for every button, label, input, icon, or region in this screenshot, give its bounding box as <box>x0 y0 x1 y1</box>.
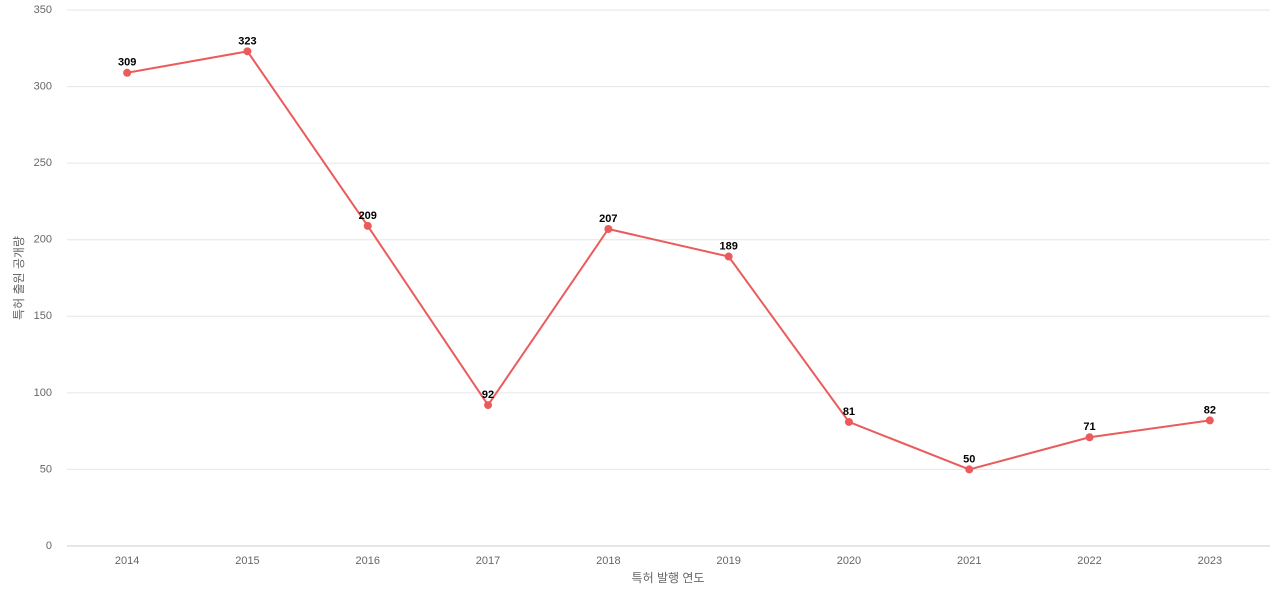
y-tick-label: 100 <box>34 387 52 399</box>
data-point <box>965 465 974 474</box>
x-axis-title: 특허 발행 연도 <box>632 570 705 585</box>
y-tick-label: 250 <box>34 157 52 169</box>
y-tick-label: 200 <box>34 234 52 246</box>
data-point <box>1085 433 1094 442</box>
value-label: 189 <box>719 240 737 252</box>
x-tick-label: 2023 <box>1198 555 1222 567</box>
value-label: 71 <box>1083 421 1095 433</box>
y-tick-label: 50 <box>40 463 52 475</box>
data-point <box>604 224 613 233</box>
x-tick-label: 2021 <box>957 555 981 567</box>
x-tick-label: 2015 <box>235 555 259 567</box>
y-tick-label: 0 <box>46 540 52 552</box>
x-tick-label: 2019 <box>716 555 740 567</box>
value-label: 209 <box>359 210 377 222</box>
data-point <box>844 417 853 426</box>
value-label: 309 <box>118 57 136 69</box>
data-line <box>126 50 1210 471</box>
x-tick-label: 2020 <box>837 555 861 567</box>
data-point <box>484 401 493 410</box>
x-tick-label: 2017 <box>476 555 500 567</box>
value-label: 92 <box>482 389 494 401</box>
data-point <box>724 252 733 261</box>
data-point <box>123 68 132 77</box>
value-label: 323 <box>238 35 256 47</box>
data-point <box>243 47 252 56</box>
data-point <box>1205 416 1214 425</box>
data-point <box>363 221 372 230</box>
value-label: 50 <box>963 453 975 465</box>
y-tick-label: 150 <box>34 310 52 322</box>
y-tick-label: 350 <box>34 4 52 16</box>
value-label: 82 <box>1204 404 1216 416</box>
y-axis-title: 특허 출원 공개량 <box>12 236 26 320</box>
y-tick-label: 300 <box>34 80 52 92</box>
x-tick-label: 2014 <box>115 555 139 567</box>
value-label: 81 <box>843 406 855 418</box>
x-tick-label: 2022 <box>1077 555 1101 567</box>
value-label: 207 <box>599 213 617 225</box>
x-tick-label: 2016 <box>356 555 380 567</box>
x-tick-label: 2018 <box>596 555 620 567</box>
